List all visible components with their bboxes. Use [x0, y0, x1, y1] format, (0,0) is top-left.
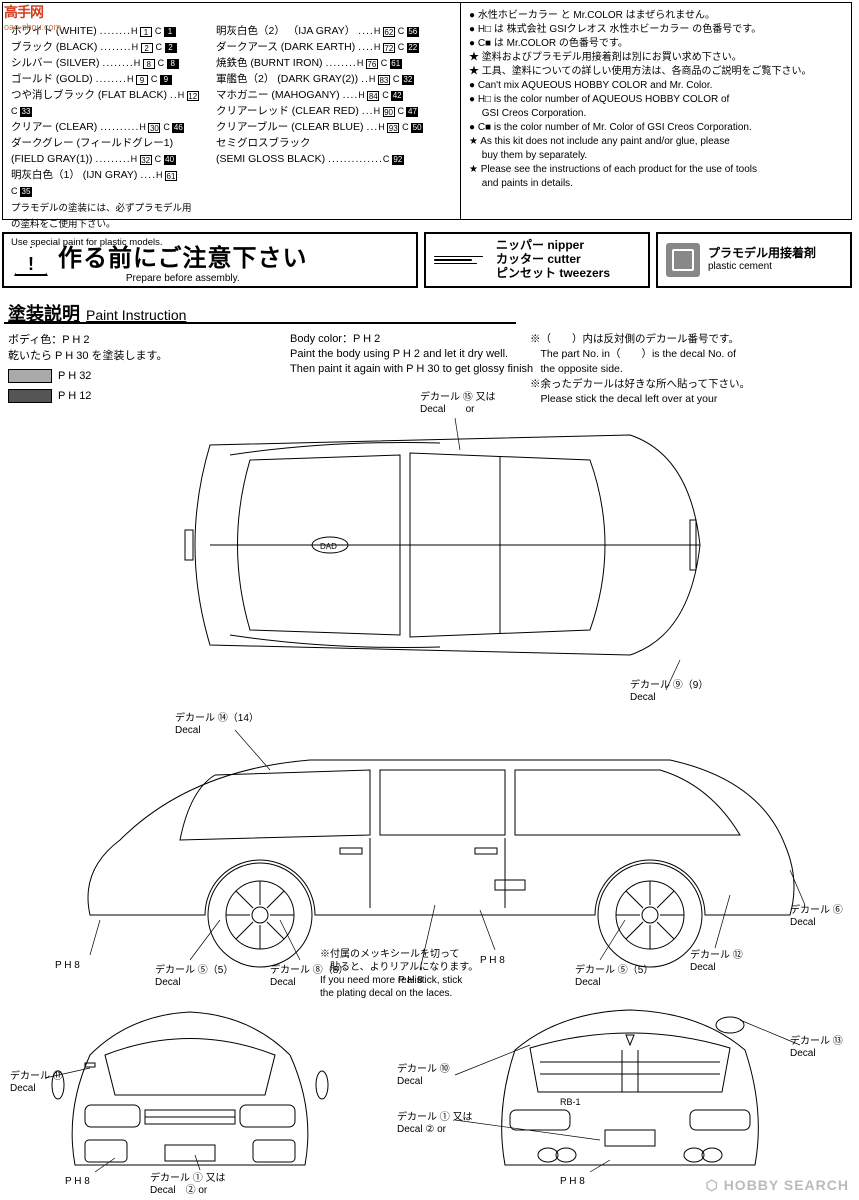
car-rear-view: RB-1 [480, 1000, 780, 1180]
label-decal-9: デカール ⑨（9） Decal [630, 680, 708, 704]
label-decal-14: デカール ⑭（14）Decal [175, 713, 259, 737]
before-assembly-row: 作る前にご注意下さい Prepare before assembly. ニッパー… [2, 232, 852, 288]
cement-icon [666, 243, 700, 277]
before-assembly-box: 作る前にご注意下さい Prepare before assembly. [2, 232, 418, 288]
paint-col-1: ホワイト (WHITE) ........H 1 C 1ブラック (BLACK)… [3, 3, 208, 219]
tool-cutter: カッター cutter [496, 253, 610, 267]
label-ph8-rear: P H 8 [560, 1176, 585, 1188]
paint-color-table: ホワイト (WHITE) ........H 1 C 1ブラック (BLACK)… [2, 2, 852, 220]
before-jp: 作る前にご注意下さい [58, 238, 308, 273]
label-decal-11: デカール ⑪Decal [10, 1071, 63, 1095]
label-ph8-1: P H 8 [55, 960, 80, 972]
swatch-dark [8, 389, 52, 403]
label-decal-10: デカール ⑩Decal [397, 1064, 450, 1088]
label-decal-6: デカール ⑥Decal [790, 905, 843, 929]
cement-en: plastic cement [708, 260, 816, 273]
paint-notes-right: ● 水性ホビーカラー と Mr.COLOR はまぜられません。● H□ は 株式… [460, 3, 850, 219]
tools-icon [434, 240, 488, 280]
car-front-view [50, 1000, 330, 1180]
label-decal-5b: デカール ⑤（5）Decal [575, 965, 653, 989]
label-decal-13: デカール ⑬Decal [790, 1036, 843, 1060]
label-ph8-front: P H 8 [65, 1176, 90, 1188]
cement-box: プラモデル用接着剤 plastic cement [656, 232, 852, 288]
label-decal-15: デカール ⑮ 又は Decal or [420, 392, 496, 416]
label-decal-12: デカール ⑫Decal [690, 950, 743, 974]
paint-inst-left: ボディ色：P H 2 乾いたら P H 30 を塗装します。 P H 32 P … [8, 332, 167, 404]
car-side-view [60, 720, 810, 985]
paint-note-jp: プラモデルの塗装には、必ずプラモデル用の塗料をご使用下さい。 [11, 201, 200, 233]
warning-icon [14, 246, 48, 276]
tool-nipper: ニッパー nipper [496, 239, 610, 253]
paint-col-2: 明灰白色（2） （IJA GRAY） ....H 62 C 56ダークアース (… [208, 3, 460, 219]
plating-decal-note: ※付属のメッキシールを切って 貼ると、よりリアルになります。 If you ne… [320, 948, 580, 1000]
label-decal-front: デカール ① 又は Decal ② or [150, 1173, 226, 1197]
watermark-url: oao-shou.com [4, 22, 61, 32]
title-underline [4, 322, 516, 324]
label-decal-rear-1or2: デカール ① 又は Decal ② or [397, 1112, 473, 1136]
before-en: Prepare before assembly. [58, 273, 308, 284]
swatch-gray [8, 369, 52, 383]
tools-box: ニッパー nipper カッター cutter ピンセット tweezers [424, 232, 650, 288]
cement-jp: プラモデル用接着剤 [708, 247, 816, 260]
label-decal-5a: デカール ⑤（5）Decal [155, 965, 233, 989]
paint-inst-mid: Body color：P H 2 Paint the body using P … [290, 332, 570, 377]
tool-tweezers: ピンセット tweezers [496, 267, 610, 281]
svg-text:RB-1: RB-1 [560, 1097, 581, 1107]
svg-text:DAD: DAD [320, 542, 337, 551]
car-top-view: DAD [150, 405, 710, 685]
hobby-search-watermark: ⬡ HOBBY SEARCH [706, 1177, 849, 1194]
